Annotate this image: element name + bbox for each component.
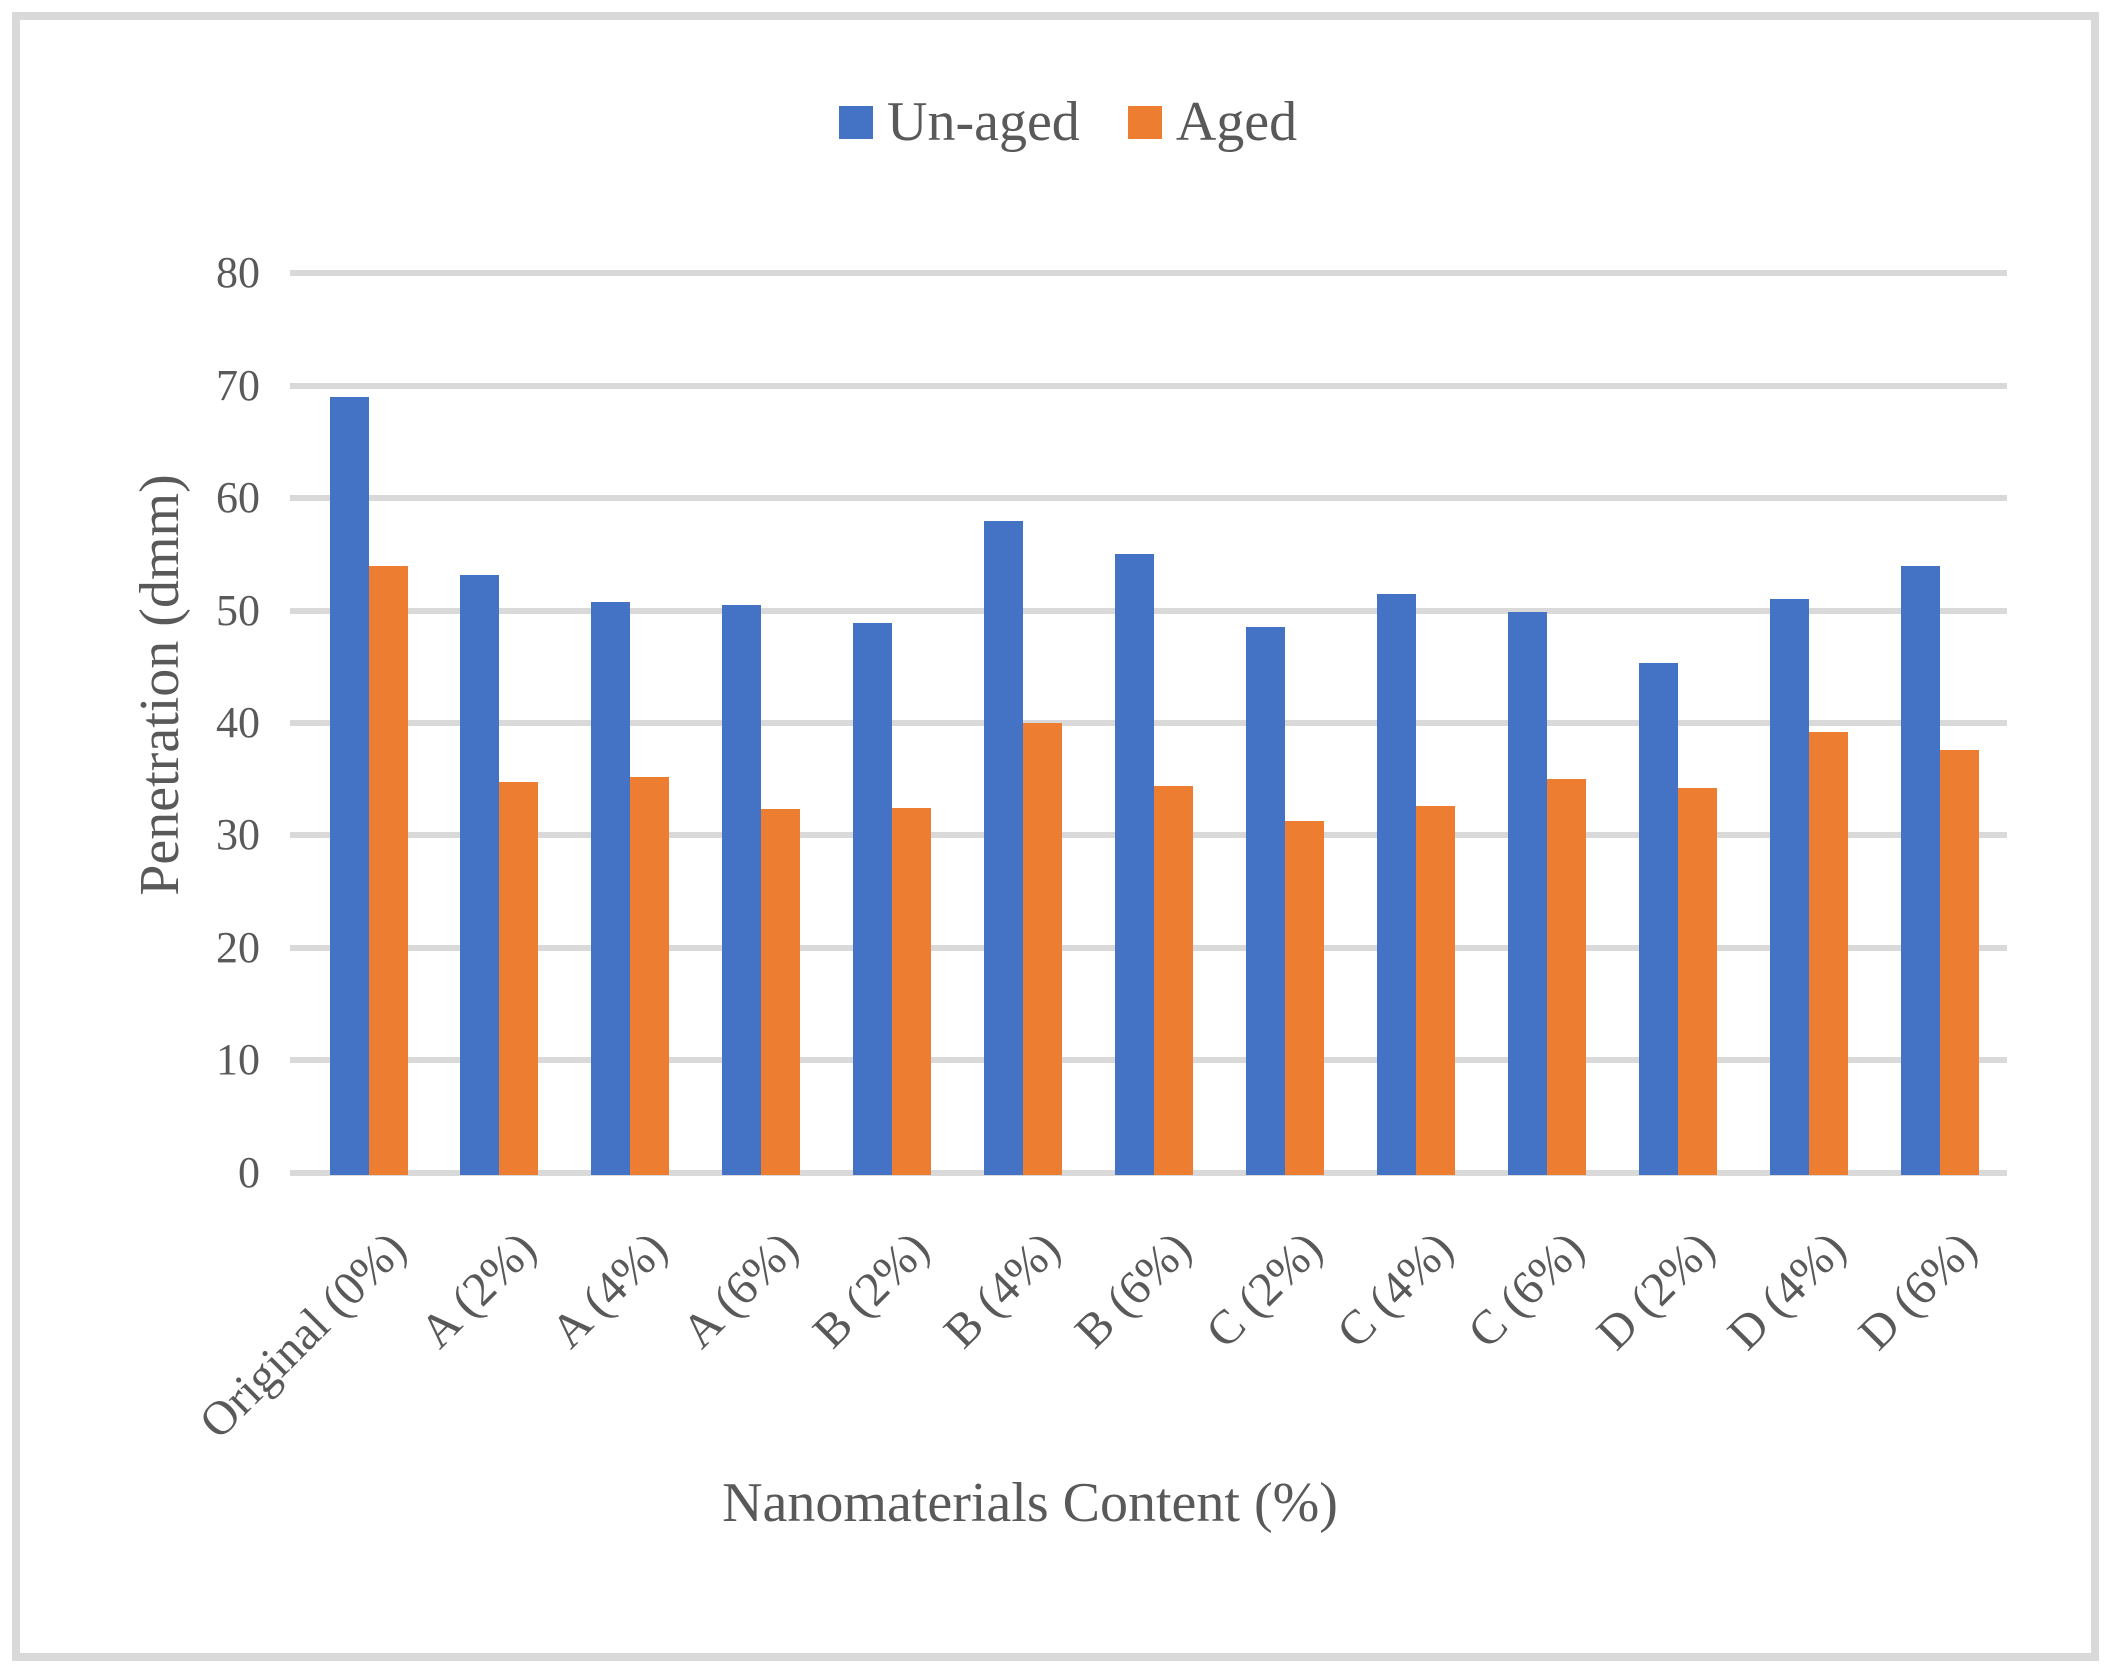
x-category-label: B (4%)	[934, 1221, 1071, 1359]
y-axis-tick	[290, 382, 306, 389]
x-category-label: B (6%)	[1064, 1221, 1202, 1359]
x-category-label: B (2%)	[803, 1221, 940, 1359]
y-tick-label: 70	[216, 360, 260, 410]
bar-aged	[1677, 788, 1717, 1175]
bar-aged	[630, 776, 670, 1175]
x-category-label: C (2%)	[1195, 1221, 1333, 1359]
legend-label-un-aged: Un-aged	[887, 91, 1080, 153]
figure-border	[12, 12, 2099, 1661]
bar-aged	[1808, 731, 1848, 1175]
y-tick-label: 40	[216, 697, 260, 747]
bar-un-aged	[1507, 611, 1547, 1175]
bar-un-aged	[1115, 554, 1155, 1175]
y-tick-label: 80	[216, 248, 260, 298]
legend: Un-aged Aged	[839, 94, 1297, 150]
bar-un-aged	[1638, 663, 1678, 1175]
gridline	[306, 607, 2007, 614]
bar-aged	[1415, 806, 1455, 1175]
gridline	[306, 719, 2007, 726]
y-axis-tick	[290, 495, 306, 502]
bar-un-aged	[460, 574, 500, 1175]
bar-un-aged	[722, 604, 762, 1175]
bar-un-aged	[1900, 565, 1940, 1175]
bar-un-aged	[984, 520, 1024, 1175]
bar-aged	[1939, 749, 1979, 1175]
bar-aged	[499, 782, 539, 1175]
bar-aged	[1284, 820, 1324, 1175]
y-tick-label: 50	[216, 585, 260, 635]
x-category-label: C (6%)	[1457, 1221, 1595, 1359]
bar-aged	[1154, 785, 1194, 1175]
x-category-label: A (6%)	[672, 1221, 809, 1359]
bar-un-aged	[853, 622, 893, 1175]
x-category-label: D (6%)	[1848, 1221, 1987, 1361]
bar-aged	[368, 565, 408, 1175]
x-category-label: D (4%)	[1717, 1221, 1856, 1361]
gridline	[306, 270, 2007, 277]
y-tick-label: 60	[216, 473, 260, 523]
x-category-label: A (4%)	[541, 1221, 678, 1359]
bar-aged	[1546, 779, 1586, 1175]
y-axis-tick	[290, 719, 306, 726]
bar-aged	[892, 808, 932, 1175]
bar-aged	[761, 809, 801, 1175]
gridline	[306, 495, 2007, 502]
bar-aged	[1023, 722, 1063, 1175]
y-axis-tick	[290, 944, 306, 951]
y-axis-tick	[290, 832, 306, 839]
bar-un-aged	[329, 396, 369, 1175]
y-tick-label: 10	[216, 1035, 260, 1085]
x-category-label: D (2%)	[1586, 1221, 1726, 1361]
x-axis-title: Nanomaterials Content (%)	[722, 1472, 1338, 1534]
legend-swatch-un-aged	[839, 105, 873, 139]
x-category-label: A (2%)	[410, 1221, 547, 1359]
bar-un-aged	[1769, 599, 1809, 1175]
legend-swatch-aged	[1127, 105, 1162, 139]
y-tick-label: 30	[216, 810, 260, 860]
y-tick-label: 0	[238, 1147, 260, 1197]
legend-label-aged: Aged	[1175, 91, 1298, 153]
bar-un-aged	[1376, 593, 1416, 1175]
gridline	[306, 382, 2007, 389]
x-category-label: C (4%)	[1326, 1221, 1464, 1359]
x-category-label: Original (0%)	[188, 1221, 416, 1449]
bar-un-aged	[591, 601, 631, 1175]
bar-un-aged	[1245, 627, 1285, 1175]
y-axis-tick	[290, 1057, 306, 1064]
y-tick-label: 20	[216, 922, 260, 972]
y-axis-tick	[290, 1169, 306, 1176]
y-axis-tick	[290, 270, 306, 277]
y-axis-tick	[290, 607, 306, 614]
